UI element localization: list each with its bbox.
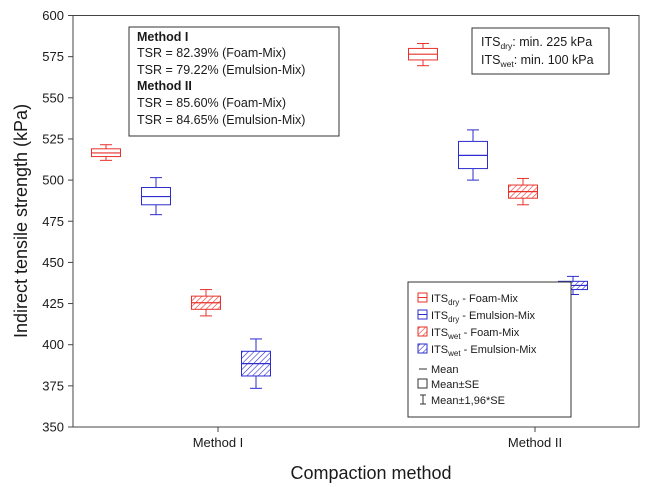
tsr-line: TSR = 82.39% (Foam-Mix) — [137, 46, 286, 60]
y-tick-label: 550 — [42, 90, 64, 105]
tsr-line: TSR = 84.65% (Emulsion-Mix) — [137, 113, 305, 127]
tsr-annotation-frame — [128, 26, 340, 137]
legend-ci-key-icon — [420, 394, 426, 405]
box-group — [191, 289, 221, 317]
legend: ITSdry - Foam-Mix ITSdry - Emulsion-Mix … — [407, 281, 572, 418]
y-tick-label: 425 — [42, 296, 64, 311]
y-tick-label: 475 — [42, 214, 64, 229]
legend-key-label: Mean±1,96*SE — [431, 395, 505, 407]
y-tick-label: 500 — [42, 173, 64, 188]
legend-se-key-icon — [417, 378, 428, 389]
y-tick-label: 350 — [42, 420, 64, 435]
box-group — [408, 42, 438, 67]
box-series — [91, 42, 588, 389]
y-tick-label: 525 — [42, 131, 64, 146]
x-axis-label: Compaction method — [290, 463, 451, 483]
y-axis-label: Indirect tensile strength (kPa) — [11, 104, 31, 338]
tsr-line: Method II — [137, 79, 192, 93]
y-tick-label: 575 — [42, 49, 64, 64]
x-tick-label: Method I — [193, 435, 244, 450]
y-tick-label: 400 — [42, 337, 64, 352]
box-group — [241, 338, 271, 389]
legend-frame — [407, 281, 572, 418]
legend-label: ITSdry - Foam-Mix — [431, 293, 518, 307]
legend-key-label: Mean±SE — [431, 379, 479, 391]
box-group — [141, 177, 171, 216]
x-axis: Method I Method II — [193, 427, 562, 450]
y-tick-label: 600 — [42, 8, 64, 23]
legend-key-label: Mean — [431, 364, 459, 376]
its-limits-frame — [471, 27, 610, 75]
its-limits-annotation: ITSdry: min. 225 kPa ITSwet: min. 100 kP… — [471, 27, 610, 75]
legend-swatch-its-wet-foam — [417, 326, 428, 337]
legend-label: ITSdry - Emulsion-Mix — [431, 310, 536, 324]
legend-label: ITSwet - Foam-Mix — [431, 327, 520, 341]
its-limit-line: ITSwet: min. 100 kPa — [481, 53, 594, 69]
box-group — [508, 177, 538, 206]
x-tick-label: Method II — [508, 435, 562, 450]
tsr-annotation: Method I TSR = 82.39% (Foam-Mix) TSR = 7… — [128, 26, 340, 137]
box-group — [458, 129, 488, 181]
tsr-line: TSR = 79.22% (Emulsion-Mix) — [137, 63, 305, 77]
box-group — [91, 144, 121, 161]
y-tick-label: 375 — [42, 378, 64, 393]
its-limit-line: ITSdry: min. 225 kPa — [481, 35, 592, 51]
legend-label: ITSwet - Emulsion-Mix — [431, 344, 537, 358]
y-axis: 350 375 400 425 450 475 500 525 550 575 600 — [42, 8, 73, 435]
legend-swatch-its-wet-emulsion — [417, 343, 428, 354]
tsr-line: Method I — [137, 30, 188, 44]
y-tick-label: 450 — [42, 255, 64, 270]
tsr-line: TSR = 85.60% (Foam-Mix) — [137, 96, 286, 110]
